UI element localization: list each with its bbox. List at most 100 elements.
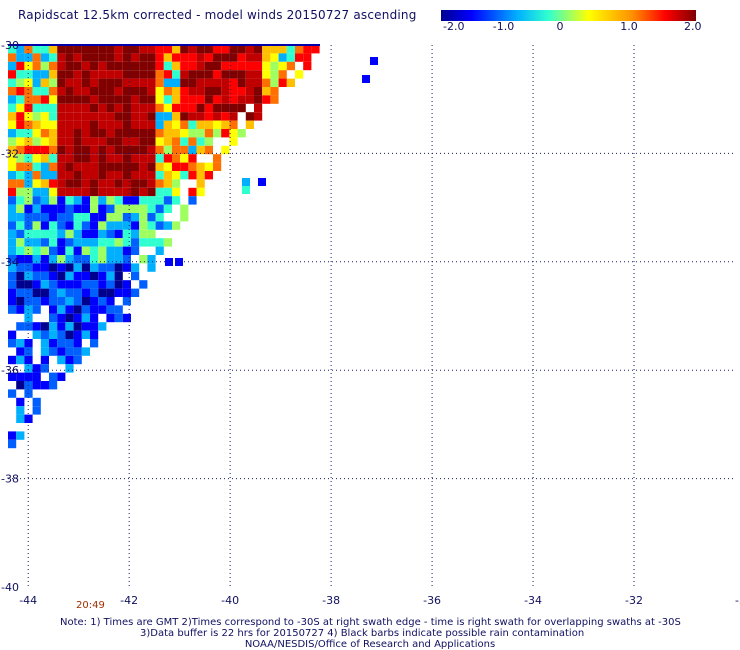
wind-cell <box>73 61 82 71</box>
wind-cell <box>16 238 25 247</box>
wind-cell <box>16 255 25 264</box>
wind-cell <box>16 229 25 239</box>
wind-cell <box>49 95 58 104</box>
wind-cell <box>40 322 49 331</box>
wind-cell <box>40 271 49 281</box>
wind-cell <box>81 179 90 188</box>
wind-cell <box>98 120 107 129</box>
wind-cell <box>49 70 58 79</box>
wind-cell <box>8 112 17 121</box>
wind-cell <box>90 238 99 247</box>
wind-cell <box>147 112 156 121</box>
wind-cell <box>196 112 205 121</box>
wind-cell <box>172 129 181 138</box>
gridlines <box>8 44 735 587</box>
wind-cell <box>32 238 41 247</box>
wind-cell <box>163 137 172 146</box>
wind-cell <box>229 70 238 79</box>
wind-cell <box>175 258 183 266</box>
wind-cell <box>65 162 74 171</box>
wind-cell <box>57 137 66 146</box>
wind-cell <box>16 87 25 96</box>
wind-cell <box>32 221 41 230</box>
wind-cell <box>131 271 140 281</box>
wind-cell <box>98 213 107 222</box>
wind-cell <box>73 70 82 79</box>
wind-cell <box>286 78 295 87</box>
wind-cell <box>242 186 250 194</box>
wind-cell <box>57 322 66 331</box>
wind-cell <box>106 87 115 96</box>
wind-cell <box>8 221 17 230</box>
wind-cell <box>16 221 25 230</box>
wind-cell <box>245 87 254 96</box>
wind-cell <box>106 171 115 180</box>
wind-cell <box>81 347 90 356</box>
wind-cell <box>122 179 131 188</box>
wind-cell <box>40 196 49 205</box>
wind-cell <box>147 196 156 205</box>
wind-cell <box>114 145 123 155</box>
wind-cell <box>139 78 148 87</box>
wind-cell <box>221 70 230 79</box>
wind-cell <box>49 61 58 71</box>
wind-cell <box>32 288 41 297</box>
wind-cell <box>73 322 82 331</box>
wind-cell <box>262 87 271 96</box>
wind-cell <box>8 53 17 62</box>
wind-cell <box>40 137 49 146</box>
wind-cell <box>196 179 205 188</box>
wind-cell <box>106 120 115 129</box>
wind-cell <box>122 196 131 205</box>
wind-cell <box>57 313 66 323</box>
wind-cell <box>114 187 123 197</box>
wind-cell <box>49 187 58 197</box>
wind-cell <box>8 129 17 138</box>
wind-cell <box>16 297 25 306</box>
wind-cell <box>163 70 172 79</box>
wind-cell <box>49 154 58 163</box>
wind-cell <box>24 196 33 205</box>
wind-cell <box>139 103 148 113</box>
wind-cell <box>57 70 66 79</box>
wind-cell <box>106 78 115 87</box>
wind-cell <box>147 120 156 129</box>
wind-cell <box>16 322 25 331</box>
wind-cell <box>147 263 156 272</box>
wind-cell <box>40 238 49 247</box>
wind-cell <box>245 45 254 54</box>
wind-cell <box>65 171 74 180</box>
wind-cell <box>16 372 25 381</box>
wind-cell <box>40 70 49 79</box>
wind-cell <box>32 229 41 239</box>
wind-cell <box>188 137 197 146</box>
wind-cell <box>172 112 181 121</box>
wind-cell <box>16 154 25 163</box>
wind-cell <box>131 78 140 87</box>
longitude-tick-label: -34 <box>524 594 542 607</box>
wind-cell <box>8 70 17 79</box>
wind-cell <box>16 246 25 255</box>
wind-cell <box>114 78 123 87</box>
wind-cell <box>114 288 123 297</box>
wind-cell <box>114 204 123 213</box>
wind-cell <box>172 61 181 71</box>
wind-cell <box>163 204 172 213</box>
wind-cell <box>114 238 123 247</box>
wind-cell <box>180 103 189 113</box>
wind-cell <box>49 381 58 390</box>
wind-cell <box>163 45 172 54</box>
wind-cell <box>155 78 164 87</box>
wind-cell <box>106 280 115 289</box>
wind-cell <box>196 103 205 113</box>
wind-cell <box>155 162 164 171</box>
wind-cell <box>245 112 254 121</box>
wind-cell <box>155 53 164 62</box>
wind-cell <box>57 154 66 163</box>
wind-cell <box>229 112 238 121</box>
wind-cell <box>237 87 246 96</box>
wind-cell <box>147 87 156 96</box>
note-line-1: Note: 1) Times are GMT 2)Times correspon… <box>60 617 681 628</box>
wind-cell <box>229 137 238 146</box>
wind-cell <box>8 196 17 205</box>
